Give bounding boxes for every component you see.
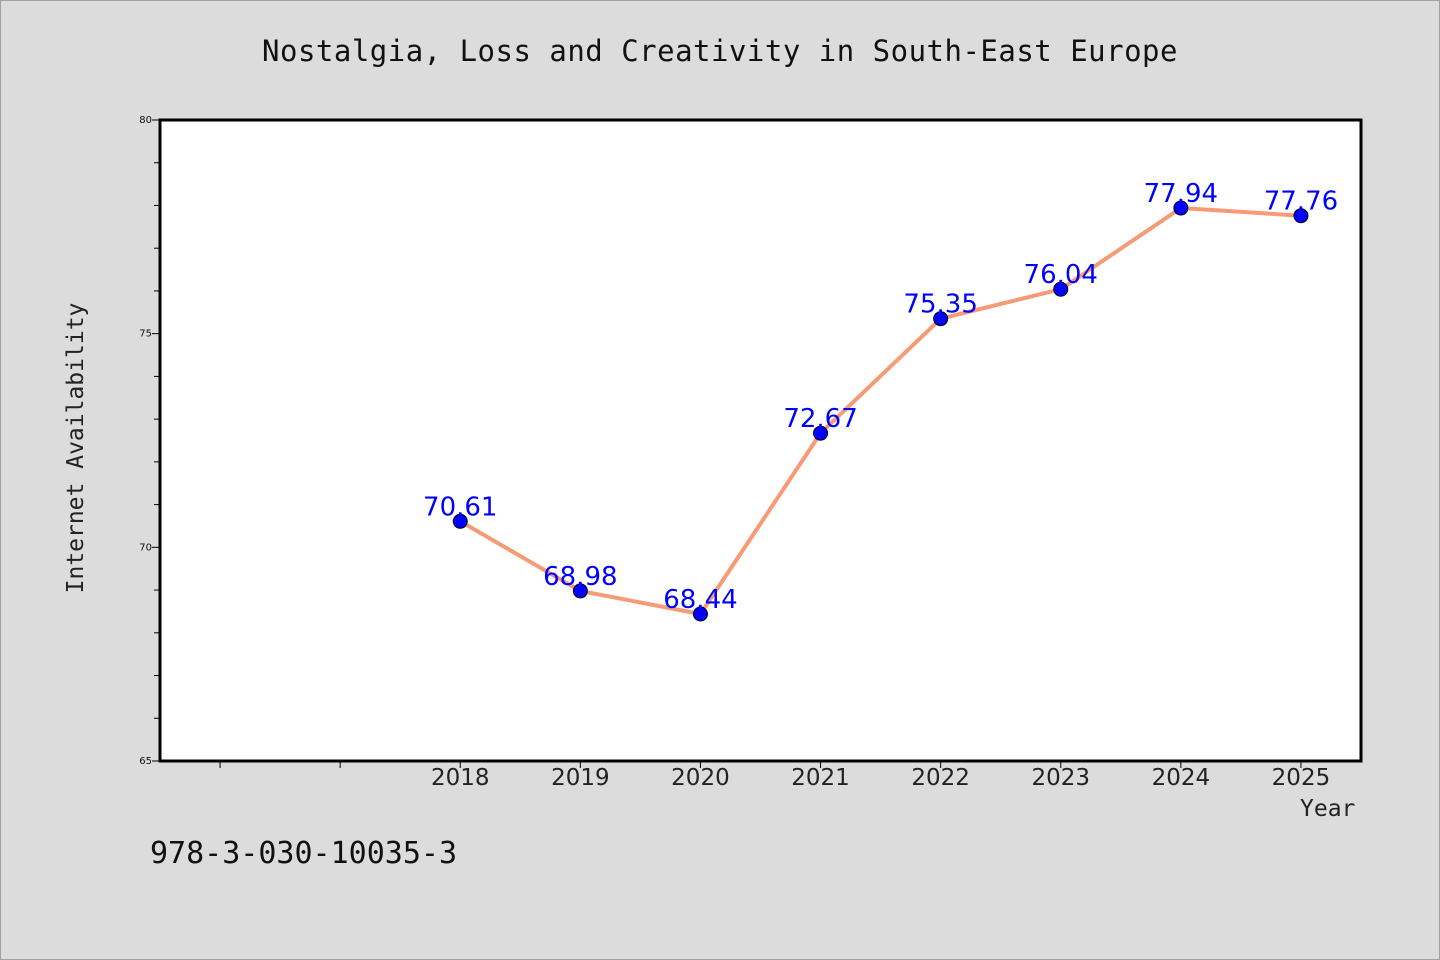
y-tick-label: 75: [139, 329, 152, 340]
y-tick-label: 70: [139, 542, 152, 553]
data-point: [813, 425, 829, 441]
data-point: [1293, 208, 1309, 224]
data-label: 76.04: [1024, 260, 1098, 290]
y-axis-ticks: 65 70 75 80: [139, 115, 160, 767]
x-tick-label: 2024: [1152, 765, 1211, 791]
data-point: [1053, 281, 1069, 297]
y-tick-label: 65: [139, 756, 152, 767]
data-label: 77.94: [1144, 179, 1218, 209]
chart-title: Nostalgia, Loss and Creativity in South-…: [262, 34, 1178, 68]
x-tick-label: 2022: [911, 765, 970, 791]
x-tick-label: 2020: [671, 765, 730, 791]
x-tick-label: 2023: [1031, 765, 1090, 791]
data-point: [452, 513, 468, 529]
x-axis-label: Year: [1300, 796, 1356, 822]
x-tick-label: 2018: [431, 765, 490, 791]
isbn-text: 978-3-030-10035-3: [150, 836, 458, 871]
data-point: [1173, 200, 1189, 216]
x-axis-ticks: 2018 2019 2020 2021 2022 2023 2024 2025: [219, 761, 1331, 791]
data-label: 77.76: [1264, 187, 1338, 217]
series-layer: 70.61 68.98 68.44 72.67 75.35 76.04 77.94 77.76: [423, 179, 1338, 622]
x-tick-label: 2025: [1272, 765, 1331, 791]
data-point: [572, 583, 588, 599]
data-label: 68.44: [663, 585, 737, 615]
y-tick-label: 80: [139, 115, 152, 126]
x-tick-label: 2019: [551, 765, 610, 791]
data-point: [933, 311, 949, 327]
data-label: 75.35: [903, 290, 977, 320]
x-tick-label: 2021: [791, 765, 850, 791]
data-label: 68.98: [543, 562, 617, 592]
series-line: [458, 206, 1303, 616]
data-label: 72.67: [783, 404, 857, 434]
data-point: [692, 606, 708, 622]
data-label: 70.61: [423, 492, 497, 522]
plot-area: [158, 118, 1363, 763]
